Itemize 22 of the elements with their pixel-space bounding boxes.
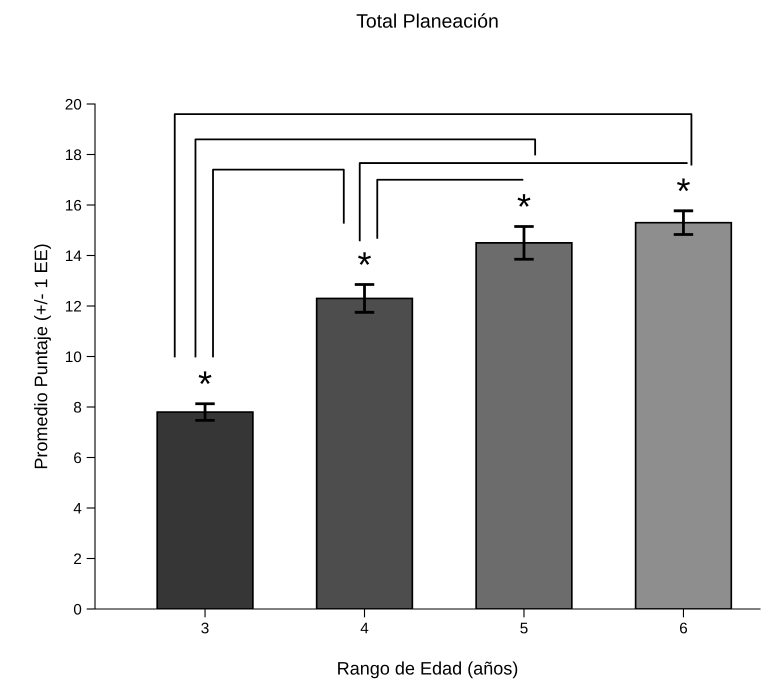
y-tick-label: 12	[66, 300, 82, 312]
x-axis-title: Rango de Edad (años)	[338, 661, 518, 678]
x-tick-label: 4	[360, 622, 368, 634]
y-axis-title: Promedio Puntaje (+/- 1 EE)	[34, 244, 51, 468]
y-tick-label: 20	[66, 98, 82, 110]
y-tick-label: 10	[66, 351, 82, 362]
y-tick-label: 6	[74, 452, 82, 464]
x-tick-label: 3	[201, 622, 209, 634]
chart-title: Total Planeación	[356, 13, 498, 28]
annotation: *	[198, 371, 212, 384]
annotation: *	[677, 178, 690, 192]
y-tick-label: 14	[66, 250, 82, 262]
annotation: *	[358, 252, 371, 265]
y-tick-label: 4	[74, 503, 82, 514]
y-tick-label: 16	[66, 200, 82, 211]
y-tick-label: 2	[74, 553, 82, 564]
annotation: *	[518, 194, 530, 207]
x-tick-label: 5	[520, 622, 528, 634]
y-tick-label: 8	[74, 402, 82, 413]
x-tick-label: 6	[680, 622, 688, 634]
y-tick-label: 18	[66, 149, 82, 160]
y-tick-label: 0	[74, 604, 82, 615]
